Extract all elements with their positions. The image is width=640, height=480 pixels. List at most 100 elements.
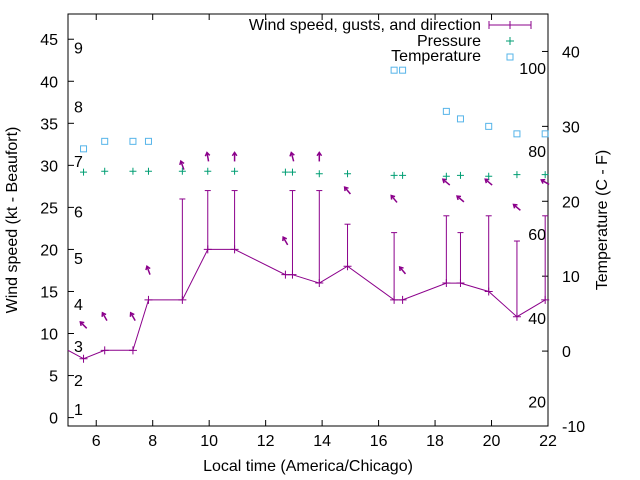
temperature-point [144, 137, 152, 145]
wind-speed-point [288, 270, 297, 279]
wind-speed-point [178, 295, 187, 304]
wind-direction-arrowhead [231, 151, 238, 157]
y-right-tick-label: 0 [562, 344, 571, 361]
y-left-tick-label: 45 [40, 32, 58, 49]
fahrenheit-label: 80 [528, 144, 546, 161]
wind-direction-arrow [101, 312, 108, 321]
wind-direction-arrow [484, 178, 493, 186]
wind-direction-arrow [282, 236, 289, 246]
wind-direction-arrowhead [484, 178, 490, 184]
y-axis-title-right: Temperature (C - F) [594, 150, 611, 290]
y-left-tick-label: 5 [49, 369, 58, 386]
y-right-tick-label: 10 [562, 269, 580, 286]
x-tick-label: 8 [148, 433, 157, 450]
pressure-point [288, 168, 296, 176]
y-left-tick-label: 15 [40, 284, 58, 301]
temperature-point [485, 122, 493, 130]
beaufort-label: 3 [74, 339, 83, 356]
temperature-point [456, 115, 464, 123]
wind-speed-point [79, 354, 88, 363]
beaufort-label: 2 [74, 373, 83, 390]
wind-speed-point [343, 262, 352, 271]
wind-direction-arrow [540, 179, 550, 186]
pressure-point [399, 171, 407, 179]
pressure-point [204, 167, 212, 175]
wind-direction-arrow [79, 321, 88, 329]
wind-direction-arrow [180, 160, 185, 170]
pressure-point [129, 167, 137, 175]
y-left-tick-label: 0 [49, 411, 58, 428]
pressure-point [485, 172, 493, 180]
temperature-point [541, 130, 549, 138]
legend-label-wind: Wind speed, gusts, and direction [249, 17, 481, 34]
wind-direction-arrow [442, 178, 451, 186]
y-left-tick-label: 30 [40, 158, 58, 175]
wind-speed-point [100, 346, 109, 355]
wind-direction-arrowhead [79, 320, 85, 326]
pressure-point [513, 171, 521, 179]
wind-direction-arrow [513, 203, 521, 211]
fahrenheit-label: 100 [519, 61, 546, 78]
wind-speed-point [315, 279, 324, 288]
wind-direction-arrowhead [204, 151, 211, 157]
wind-direction-arrow [130, 312, 136, 321]
y-left-tick-label: 10 [40, 327, 58, 344]
pressure-point [541, 171, 549, 179]
x-tick-label: 20 [483, 433, 501, 450]
pressure-point [390, 171, 398, 179]
x-tick-label: 6 [92, 433, 101, 450]
beaufort-label: 4 [74, 297, 83, 314]
legend-key-pressure [506, 37, 514, 45]
beaufort-label: 8 [74, 99, 83, 116]
wind-direction-arrow [399, 266, 407, 275]
x-tick-label: 14 [313, 433, 331, 450]
fahrenheit-label: 20 [528, 394, 546, 411]
wind-direction-arrowhead [316, 151, 323, 157]
x-tick-label: 10 [200, 433, 218, 450]
x-tick-label: 18 [426, 433, 444, 450]
pressure-point [80, 168, 88, 176]
temperature-point [442, 107, 450, 115]
labels-layer: 6 8 10 12 14 16 18 20 22051015202530354045-10010… [40, 32, 585, 450]
wind-speed-point [541, 295, 550, 304]
y-left-tick-label: 40 [40, 74, 58, 91]
pressure-point [456, 171, 464, 179]
beaufort-label: 7 [74, 154, 83, 171]
wind-direction-arrow [456, 195, 465, 203]
wind-direction-arrowhead [456, 195, 462, 201]
beaufort-label: 9 [74, 41, 83, 58]
wind-direction-arrow [206, 152, 210, 162]
fahrenheit-label: 40 [528, 311, 546, 328]
wind-speed-point [512, 312, 521, 321]
wind-speed-point [128, 346, 137, 355]
wind-speed-point [442, 279, 451, 288]
wind-direction-arrowhead [289, 151, 295, 157]
legend-key-temperature [506, 53, 514, 61]
wind-direction-arrowhead [282, 235, 288, 242]
y-left-tick-label: 35 [40, 116, 58, 133]
temperature-point [513, 130, 521, 138]
temperature-point [390, 66, 398, 74]
x-axis-title: Local time (America/Chicago) [203, 458, 413, 475]
beaufort-label: 5 [74, 251, 83, 268]
wind-direction-arrowhead [129, 311, 135, 317]
y-right-tick-label: 20 [562, 194, 580, 211]
wind-direction-arrow [390, 195, 398, 203]
wind-speed-point [398, 295, 407, 304]
x-tick-label: 12 [257, 433, 275, 450]
wind-speed-point [144, 295, 153, 304]
pressure-point [442, 172, 450, 180]
pressure-point [315, 170, 323, 178]
wind-speed-line [67, 248, 546, 360]
y-left-tick-label: 25 [40, 200, 58, 217]
plot-frame [67, 13, 549, 427]
wind-direction-arrowhead [512, 203, 518, 209]
wind-direction-arrowhead [179, 159, 185, 166]
wind-direction-arrowhead [540, 178, 546, 184]
beaufort-label: 6 [74, 205, 83, 222]
wind-direction-arrow [290, 152, 295, 162]
pressure-point [178, 167, 186, 175]
wind-speed-point [203, 245, 212, 254]
y-left-tick-label: 20 [40, 242, 58, 259]
